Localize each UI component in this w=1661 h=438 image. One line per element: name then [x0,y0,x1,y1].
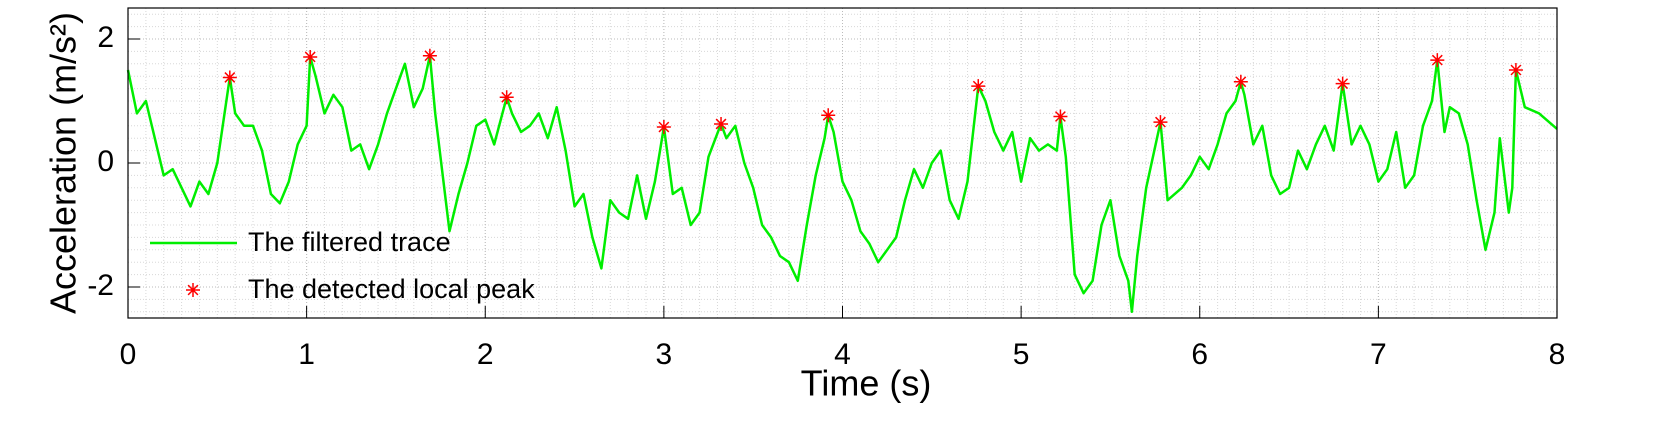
x-tick-label: 8 [1549,338,1566,371]
x-tick-label: 6 [1191,338,1208,371]
x-tick-label: 4 [834,338,851,371]
x-tick-label: 3 [656,338,673,371]
peak-marker [303,49,318,64]
y-tick-label: 0 [97,145,114,178]
peak-marker [499,90,514,105]
y-tick-label: 2 [97,21,114,54]
legend-label: The detected local peak [248,274,535,304]
peak-marker [222,70,237,85]
y-axis-label: Acceleration (m/s²) [43,12,84,314]
legend-marker [186,283,200,297]
trace-line [126,54,1558,314]
peak-marker [1053,109,1068,124]
peak-marker [971,79,986,94]
legend-label: The filtered trace [248,227,451,257]
peak-marker [1335,76,1350,91]
peak-marker [714,116,729,131]
peak-marker [1508,63,1523,77]
peak-marker [422,48,437,63]
peak-marker [1430,53,1445,68]
peak-marker [821,108,836,123]
x-tick-label: 1 [298,338,315,371]
x-tick-label: 5 [1013,338,1030,371]
x-tick-label: 7 [1370,338,1387,371]
x-tick-label: 2 [477,338,494,371]
x-axis-label: Time (s) [801,363,932,404]
peak-marker [1153,115,1168,130]
plot-frame [127,7,1558,319]
peak-marker [656,120,671,135]
peak-marker [1233,74,1248,89]
x-tick-label: 0 [120,338,137,371]
y-tick-label: -2 [87,269,114,302]
